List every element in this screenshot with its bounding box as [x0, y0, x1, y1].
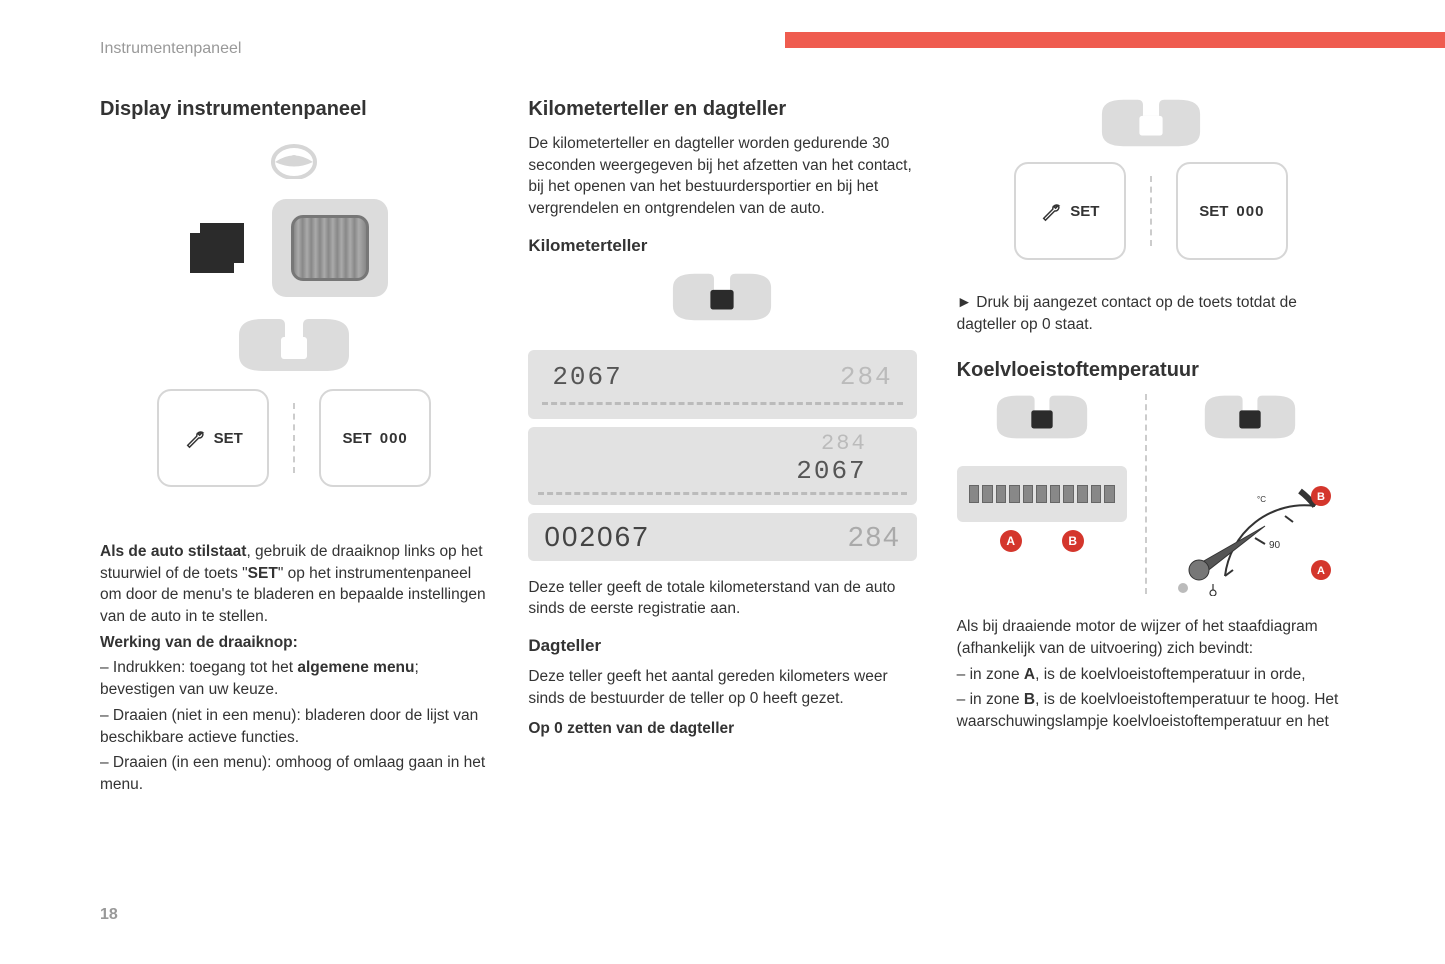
steering-wheel-icon	[271, 141, 317, 179]
svg-text:°C: °C	[1257, 495, 1266, 504]
svg-text:90: 90	[1269, 540, 1281, 551]
set-label: SET	[1070, 203, 1099, 220]
col1-title: Display instrumentenpaneel	[100, 98, 488, 121]
col2-p-km: Deze teller geeft de totale kilometersta…	[528, 577, 916, 620]
col2-title: Kilometerteller en dagteller	[528, 98, 916, 121]
col1-li2: – Draaien (niet in een menu): bladeren d…	[100, 705, 488, 748]
col2-sub2: Dagteller	[528, 636, 916, 656]
col2-sub3: Op 0 zetten van de dagteller	[528, 718, 916, 740]
column-3: SET SET 000 ► Druk bij aangezet contact …	[957, 98, 1345, 800]
divider	[1150, 176, 1152, 246]
col3-reset: ► Druk bij aangezet contact op de toets …	[957, 292, 1345, 335]
set-label: SET	[1199, 203, 1228, 220]
col3-li-b: – in zone B, is de koelvloeistoftemperat…	[957, 689, 1345, 732]
instrument-cluster-icon	[662, 272, 782, 322]
instrument-cluster-icon	[229, 317, 359, 373]
odometer-display-bottom: 002067 284	[528, 513, 916, 561]
instrument-cluster-icon	[987, 394, 1097, 440]
col1-p1: Als de auto stilstaat, gebruik de draaik…	[100, 541, 488, 628]
coolant-diagram: A B	[957, 394, 1345, 596]
needle-gauge: 90 °C B A	[1165, 466, 1335, 596]
set-value: 000	[1236, 203, 1264, 220]
set-button-wrench: SET	[157, 389, 269, 487]
col3-cool-intro: Als bij draaiende motor de wijzer of het…	[957, 616, 1345, 659]
col2-intro: De kilometerteller en dagteller worden g…	[528, 133, 916, 220]
col2-p-dag: Deze teller geeft het aantal gereden kil…	[528, 666, 916, 709]
coolant-bar-variant: A B	[957, 394, 1127, 552]
rotary-knob	[272, 199, 388, 297]
set-button-zero: SET 000	[319, 389, 431, 487]
col3-li-a: – in zone A, is de koelvloeistoftemperat…	[957, 664, 1345, 686]
zone-b-marker: B	[1062, 530, 1084, 552]
odo-trip-full: 284	[848, 521, 901, 553]
col1-li1: – Indrukken: toegang tot het algemene me…	[100, 657, 488, 700]
odometer-display-top: 2067 284	[528, 350, 916, 419]
set-value: 000	[380, 430, 408, 447]
bar-gauge	[957, 466, 1127, 522]
svg-text:A: A	[1317, 565, 1325, 577]
set-label: SET	[343, 430, 372, 447]
knob-cylinder-icon	[291, 215, 369, 281]
accent-bar	[785, 32, 1445, 48]
col3-title-coolant: Koelvloeistoftemperatuur	[957, 359, 1345, 382]
column-1: Display instrumentenpaneel	[100, 98, 488, 800]
instrument-cluster-icon	[1091, 98, 1211, 148]
page-number: 18	[100, 906, 118, 924]
wrench-icon	[184, 427, 206, 449]
svg-text:B: B	[1317, 491, 1325, 503]
col2-sub1: Kilometerteller	[528, 236, 916, 256]
display-illustration: SET SET 000	[100, 141, 488, 517]
odo-km-small: 2067	[538, 456, 906, 486]
divider	[293, 403, 295, 473]
set-button-zero: SET 000	[1176, 162, 1288, 260]
pages-icon	[200, 223, 244, 263]
odometer-display-mid: 284 2067	[528, 427, 916, 505]
odo-trip-small: 284	[538, 431, 906, 456]
divider	[1145, 394, 1147, 594]
content-columns: Display instrumentenpaneel	[100, 98, 1345, 800]
col1-li3: – Draaien (in een menu): omhoog of omlaa…	[100, 752, 488, 795]
odo-trip: 284	[840, 362, 893, 392]
instrument-cluster-icon	[1195, 394, 1305, 440]
col3-set-illustration: SET SET 000	[957, 98, 1345, 272]
coolant-needle-variant: 90 °C B A	[1165, 394, 1335, 596]
odo-full: 002067	[544, 521, 649, 553]
set-button-wrench: SET	[1014, 162, 1126, 260]
column-2: Kilometerteller en dagteller De kilomete…	[528, 98, 916, 800]
zone-a-marker: A	[1000, 530, 1022, 552]
wrench-icon	[1040, 200, 1062, 222]
odo-km: 2067	[552, 362, 622, 392]
col1-p2: Werking van de draaiknop:	[100, 632, 488, 654]
set-buttons-row: SET SET 000	[157, 389, 431, 487]
set-label: SET	[214, 430, 243, 447]
odometer-illustration: 2067 284 284 2067 002067 284	[528, 272, 916, 561]
knob-row	[200, 199, 388, 297]
